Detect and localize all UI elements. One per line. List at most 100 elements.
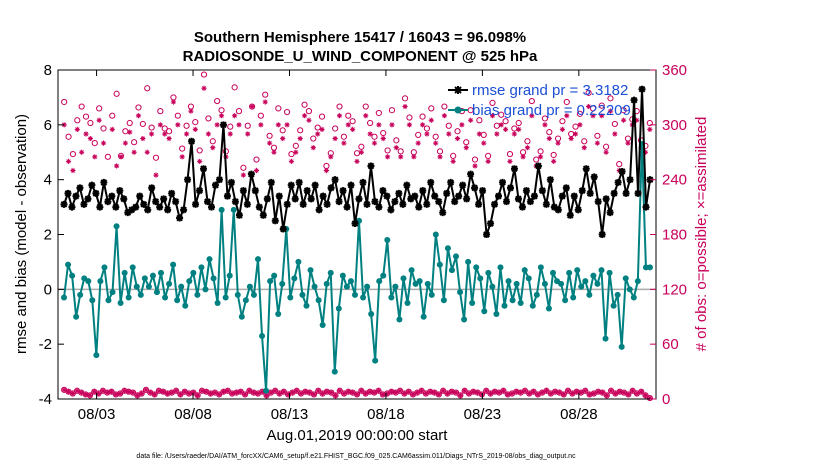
obs-assimilated-point (556, 390, 563, 396)
y-axis-label: rmse and bias (model - observation) (13, 114, 30, 354)
bias-point (250, 291, 257, 298)
bias-point (384, 236, 391, 243)
rmse-point (455, 192, 463, 200)
obs-assimilated-point (140, 135, 146, 142)
rmse-point (92, 189, 100, 197)
rmse-point (534, 162, 542, 170)
obs-assimilated-point (572, 131, 579, 137)
bias-point (162, 294, 169, 301)
obs-possible-point (61, 98, 68, 106)
legend-bias-marker (454, 106, 462, 114)
rmse-point (395, 189, 403, 197)
obs-assimilated-point (599, 390, 606, 396)
rmse-point (255, 203, 263, 211)
obs-possible-point (100, 125, 107, 132)
bias-point (525, 275, 532, 282)
right-y-axis: 0 60 120 180 240 300 360 (650, 62, 687, 408)
rmse-point (479, 187, 487, 195)
obs-possible-point (144, 85, 151, 92)
obs-possible-point (218, 107, 225, 114)
rmse-point (108, 192, 116, 200)
obs-possible-point (384, 147, 391, 154)
bias-point (141, 275, 148, 282)
bias-point (315, 297, 322, 304)
rmse-point (184, 176, 192, 184)
rmse-point (172, 198, 180, 206)
bias-point (101, 264, 108, 271)
bias-point (234, 291, 241, 298)
rmse-point (407, 195, 415, 203)
obs-possible-point (279, 127, 286, 134)
bias-point (351, 291, 358, 298)
rmse-point (223, 192, 231, 200)
bias-point (626, 286, 633, 293)
rmse-point (594, 198, 602, 206)
obs-assimilated-point (104, 390, 110, 396)
x-tick-label: 08/23 (464, 406, 502, 423)
obs-assimilated-point (100, 140, 107, 146)
rmse-point (180, 206, 188, 214)
obs-assimilated-point (205, 131, 212, 137)
obs-assimilated-point (131, 149, 137, 155)
obs-assimilated-point (427, 389, 433, 395)
obs-assimilated-point (594, 140, 600, 146)
rmse-point (231, 198, 239, 206)
bias-point (178, 283, 185, 290)
obs-assimilated-point (83, 391, 89, 398)
bias-point (424, 280, 431, 287)
obs-possible-point (266, 132, 273, 139)
obs-assimilated-point (83, 131, 89, 137)
rmse-point (463, 195, 471, 203)
bias-point (343, 283, 350, 290)
rmse-point (642, 203, 650, 211)
obs-assimilated-point (586, 103, 592, 110)
obs-possible-point (463, 139, 470, 146)
obs-assimilated-point (236, 122, 242, 128)
rmse-point (227, 178, 235, 186)
rmse-point (267, 178, 275, 186)
obs-assimilated-point (424, 131, 430, 137)
bias-point (170, 261, 177, 268)
rmse-point (287, 181, 295, 189)
obs-possible-point (139, 120, 146, 128)
rmse-point (491, 200, 499, 208)
data-file-footnote: data file: /Users/raeder/DAI/ATM_forcXX/… (136, 453, 576, 460)
bias-point (517, 300, 524, 307)
obs-assimilated-point (251, 390, 257, 396)
x-axis: 08/03 08/08 08/13 08/18 08/23 08/28 (78, 70, 598, 423)
rmse-point (554, 206, 562, 214)
obs-possible-point (349, 118, 356, 125)
rmse-point (435, 198, 443, 206)
rmse-point (359, 178, 367, 186)
rmse-point (634, 189, 642, 197)
rmse-point (391, 198, 399, 206)
rmse-point (207, 203, 215, 211)
bias-point (630, 294, 637, 301)
rmse-point (495, 192, 503, 200)
rmse-point (514, 195, 522, 203)
rmse-point (510, 165, 518, 173)
obs-assimilated-point (453, 390, 459, 396)
rmse-point (96, 203, 104, 211)
obs-assimilated-point (135, 113, 142, 119)
bias-point (521, 267, 528, 274)
obs-assimilated-point (612, 390, 618, 397)
rmse-point (168, 189, 176, 197)
rmse-point (578, 187, 586, 195)
obs-assimilated-point (214, 122, 220, 128)
obs-assimilated-point (437, 154, 443, 160)
obs-assimilated-point (647, 395, 653, 401)
obs-assimilated-point (568, 135, 574, 142)
rmse-point (112, 203, 120, 211)
obs-possible-point (380, 129, 387, 137)
rmse-point (590, 173, 598, 181)
obs-assimilated-point (173, 388, 179, 394)
obs-assimilated-point (625, 140, 631, 146)
obs-assimilated-point (358, 388, 364, 394)
rmse-point (558, 192, 566, 200)
bias-point (606, 269, 613, 276)
obs-assimilated-point (472, 163, 478, 169)
obs-assimilated-point (462, 388, 468, 394)
bias-point (166, 280, 173, 287)
bias-point (186, 278, 193, 285)
